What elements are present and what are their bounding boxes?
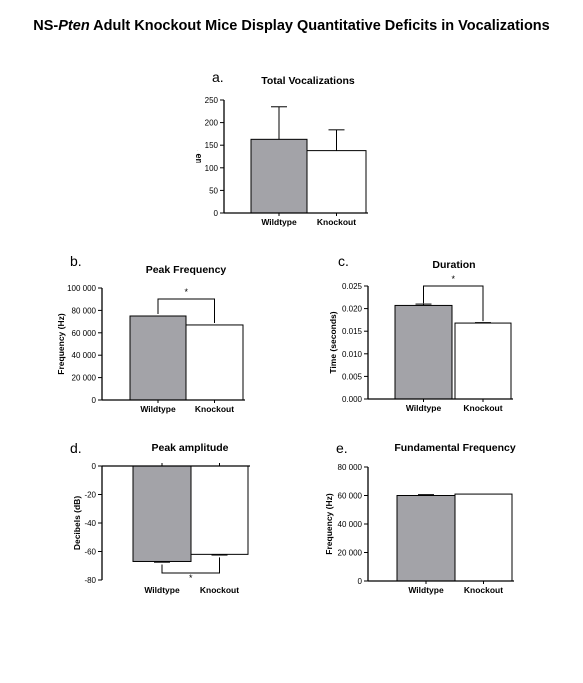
- y-tick-label: -60: [84, 548, 96, 557]
- panel-label: d.: [70, 440, 82, 456]
- chart-panel-e: e. Fundamental Frequency Frequency (Hz) Wil…: [324, 440, 516, 595]
- significance-bracket: [157, 298, 215, 323]
- y-axis-label: Frequency (Hz): [56, 313, 66, 375]
- bar-knockout: [185, 324, 244, 401]
- figure-title-gene: Pten: [58, 18, 90, 34]
- y-tick-label: 60 000: [72, 329, 97, 338]
- bar-wildtype: [132, 465, 192, 562]
- x-tick-label: Knockout: [195, 404, 234, 414]
- panel-label: a.: [212, 69, 224, 85]
- x-tick-label: Knockout: [200, 585, 239, 595]
- panel-label: e.: [336, 440, 348, 456]
- y-tick-label: 60 000: [338, 492, 363, 501]
- y-axis-label: Decibels (dB): [72, 496, 82, 550]
- y-tick-label: -80: [84, 576, 96, 585]
- bar-knockout: [190, 465, 249, 555]
- y-tick-label: 0: [358, 577, 363, 586]
- x-tick-label: Wildtype: [144, 585, 180, 595]
- y-tick-label: 200: [205, 119, 219, 128]
- x-tick-label: Knockout: [463, 403, 502, 413]
- y-tick-label: 0: [92, 396, 97, 405]
- significance-marker: *: [189, 573, 193, 583]
- y-axis-label: USVs emitted: [194, 127, 204, 185]
- y-tick-label: 0: [92, 462, 97, 471]
- y-tick-label: -20: [84, 491, 96, 500]
- bar-wildtype: [250, 138, 308, 214]
- figure-title-prefix: NS-: [33, 18, 59, 34]
- bar-knockout: [454, 322, 512, 400]
- y-tick-label: 0.005: [342, 372, 363, 381]
- x-tick-label: Wildtype: [140, 404, 176, 414]
- y-tick-label: 50: [209, 186, 218, 195]
- y-tick-label: 0.020: [342, 305, 363, 314]
- significance-marker: *: [184, 287, 188, 297]
- figure-title: NS-Pten Adult Knockout Mice Display Quan…: [0, 18, 583, 34]
- panel-label: c.: [338, 253, 349, 269]
- y-tick-label: 0.010: [342, 350, 363, 359]
- chart-title: Peak Frequency: [146, 264, 227, 276]
- chart-panel-c: c. Duration Time (seconds) Wildtype Knockout…: [328, 253, 513, 413]
- bar-wildtype: [129, 315, 187, 401]
- y-tick-label: 20 000: [338, 549, 363, 558]
- x-tick-label: Knockout: [317, 217, 356, 227]
- bar-knockout: [454, 493, 513, 582]
- y-tick-label: 0.015: [342, 327, 363, 336]
- significance-bracket: [423, 285, 484, 322]
- x-tick-label: Wildtype: [406, 403, 442, 413]
- y-tick-label: -40: [84, 519, 96, 528]
- y-tick-label: 40 000: [338, 520, 363, 529]
- chart-panel-b: b. Peak Frequency Frequency (Hz) Wildtype Kn…: [56, 253, 245, 414]
- bar-wildtype: [394, 304, 453, 400]
- chart-panel-d: d. Peak amplitude Decibels (dB) Wildtype Kno…: [70, 440, 250, 595]
- y-axis-label: Time (seconds): [328, 311, 338, 373]
- x-tick-label: Wildtype: [261, 217, 297, 227]
- y-tick-label: 100 000: [67, 284, 96, 293]
- y-tick-label: 150: [205, 141, 219, 150]
- y-tick-label: 40 000: [72, 351, 97, 360]
- chart-title: Duration: [432, 259, 475, 271]
- significance-marker: *: [451, 274, 455, 284]
- chart-title: Total Vocalizations: [261, 75, 355, 87]
- x-tick-label: Knockout: [464, 585, 503, 595]
- chart-title: Fundamental Frequency: [394, 442, 516, 454]
- y-tick-label: 0.000: [342, 395, 363, 404]
- chart-title: Peak amplitude: [151, 442, 228, 454]
- y-tick-label: 250: [205, 96, 219, 105]
- panel-label: b.: [70, 253, 82, 269]
- y-tick-label: 80 000: [338, 463, 363, 472]
- chart-panel-a: a. Total Vocalizations USVs emitted Wildtyp…: [194, 69, 368, 227]
- y-tick-label: 20 000: [72, 374, 97, 383]
- bar-wildtype: [396, 495, 456, 582]
- y-axis-label: Frequency (Hz): [324, 493, 334, 555]
- y-tick-label: 0: [214, 209, 219, 218]
- significance-bracket: [161, 557, 220, 574]
- y-tick-label: 100: [205, 164, 219, 173]
- bar-knockout: [306, 150, 367, 214]
- figure-title-suffix: Adult Knockout Mice Display Quantitative…: [89, 18, 550, 34]
- x-tick-label: Wildtype: [408, 585, 444, 595]
- y-tick-label: 0.025: [342, 282, 363, 291]
- y-tick-label: 80 000: [72, 306, 97, 315]
